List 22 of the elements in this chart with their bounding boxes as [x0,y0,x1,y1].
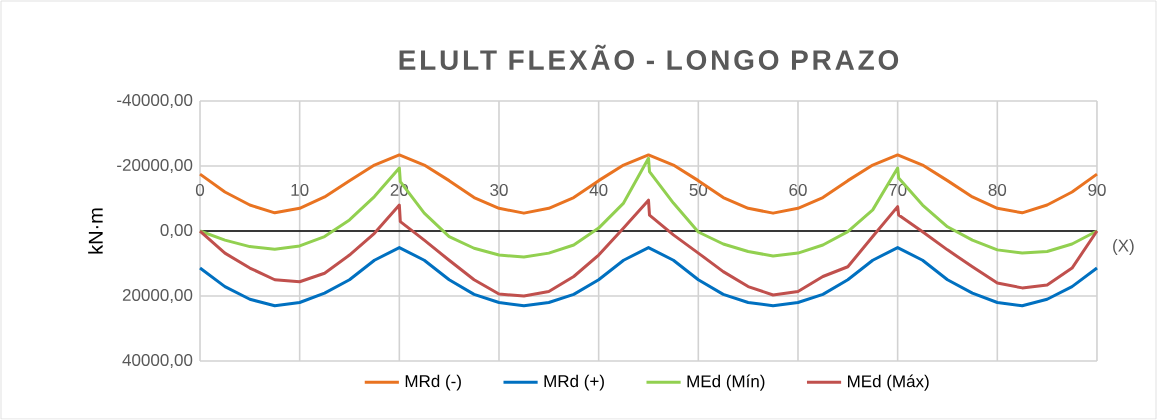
x-tick-label: 90 [1088,183,1106,196]
y-tick-label: 0,00 [160,224,193,239]
x-tick-label: 0 [195,183,205,196]
line-series [198,198,1099,298]
y-tick-label: 40000,00 [122,354,193,369]
legend-label: MEd (Mín) [687,374,765,391]
legend-label: MRd (+) [544,374,604,391]
x-tick-label: 40 [589,183,608,196]
y-axis-title: kN·m [88,208,103,254]
x-tick-label: 60 [789,183,807,196]
legend-label: MEd (Máx) [848,374,929,391]
x-tick-label: 80 [988,183,1007,196]
y-tick-label: 20000,00 [122,289,193,304]
x-tick-label: 70 [889,183,907,196]
y-tick-label: -40000,00 [117,94,193,109]
y-tick-label: -20000,00 [117,159,193,174]
x-axis-title: (X) [1113,239,1134,255]
x-tick-label: 10 [291,183,309,196]
chart-title: ELULT FLEXÃO - LONGO PRAZO [399,44,899,70]
line-series [198,246,1099,308]
x-tick-label: 30 [490,183,508,196]
legend-label: MRd (-) [405,374,461,391]
